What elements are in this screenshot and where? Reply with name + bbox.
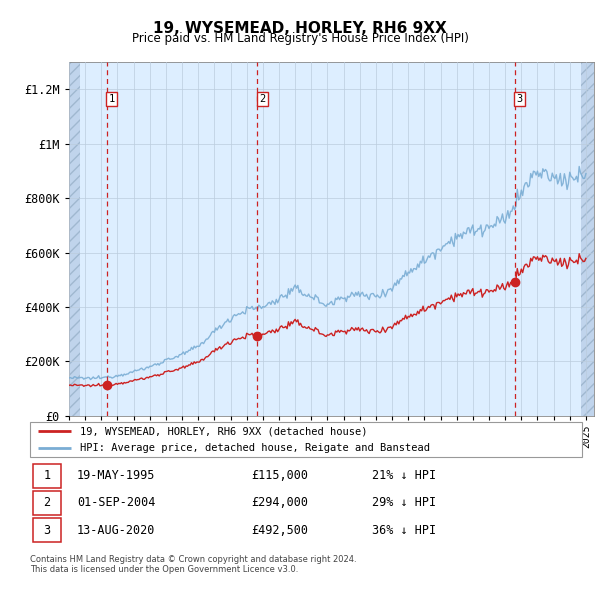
Bar bbox=[581, 62, 594, 416]
Bar bbox=[33, 464, 61, 487]
Text: 13-AUG-2020: 13-AUG-2020 bbox=[77, 524, 155, 537]
Text: 1: 1 bbox=[109, 94, 115, 104]
Text: 2: 2 bbox=[259, 94, 265, 104]
Text: £115,000: £115,000 bbox=[251, 469, 308, 482]
Text: 36% ↓ HPI: 36% ↓ HPI bbox=[372, 524, 436, 537]
Text: Price paid vs. HM Land Registry's House Price Index (HPI): Price paid vs. HM Land Registry's House … bbox=[131, 32, 469, 45]
Text: 3: 3 bbox=[516, 94, 523, 104]
Text: 3: 3 bbox=[44, 524, 50, 537]
Text: 29% ↓ HPI: 29% ↓ HPI bbox=[372, 496, 436, 510]
Bar bbox=[33, 519, 61, 542]
Text: Contains HM Land Registry data © Crown copyright and database right 2024.
This d: Contains HM Land Registry data © Crown c… bbox=[30, 555, 356, 574]
Text: £294,000: £294,000 bbox=[251, 496, 308, 510]
Text: 1: 1 bbox=[44, 469, 50, 482]
Text: £492,500: £492,500 bbox=[251, 524, 308, 537]
Text: 19, WYSEMEAD, HORLEY, RH6 9XX: 19, WYSEMEAD, HORLEY, RH6 9XX bbox=[153, 21, 447, 35]
Text: 21% ↓ HPI: 21% ↓ HPI bbox=[372, 469, 436, 482]
Text: 19-MAY-1995: 19-MAY-1995 bbox=[77, 469, 155, 482]
Text: 01-SEP-2004: 01-SEP-2004 bbox=[77, 496, 155, 510]
Bar bbox=[69, 62, 80, 416]
Bar bbox=[33, 491, 61, 515]
Text: 19, WYSEMEAD, HORLEY, RH6 9XX (detached house): 19, WYSEMEAD, HORLEY, RH6 9XX (detached … bbox=[80, 427, 367, 437]
Text: HPI: Average price, detached house, Reigate and Banstead: HPI: Average price, detached house, Reig… bbox=[80, 442, 430, 453]
Text: 2: 2 bbox=[44, 496, 50, 510]
